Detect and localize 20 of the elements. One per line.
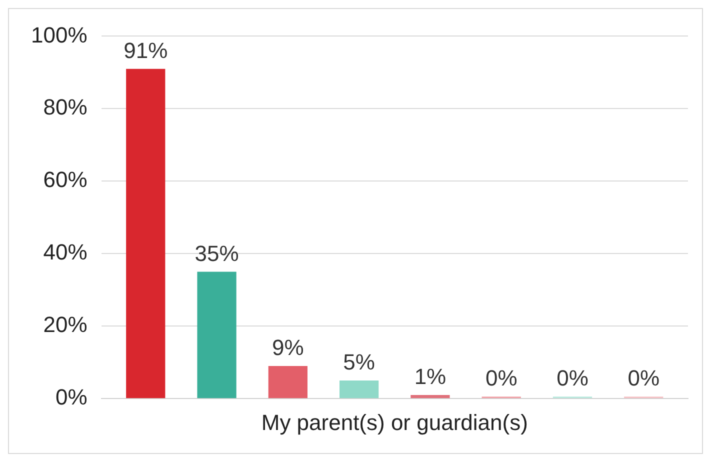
data-label: 1% xyxy=(414,364,446,390)
data-label: 35% xyxy=(194,240,239,266)
bar xyxy=(268,366,308,398)
y-tick-label: 80% xyxy=(43,94,88,120)
data-label: 9% xyxy=(272,335,304,360)
y-tick-label: 100% xyxy=(30,22,88,48)
data-label: 91% xyxy=(124,38,168,63)
data-label: 0% xyxy=(556,366,588,391)
bar xyxy=(410,394,450,398)
bar xyxy=(340,380,379,398)
data-label: 5% xyxy=(343,350,375,375)
x-tick-label: My parent(s) or guardian(s) xyxy=(261,410,528,435)
y-tick-label: 0% xyxy=(55,384,88,410)
data-label: 0% xyxy=(485,366,518,391)
bar xyxy=(197,272,236,398)
y-tick-label: 60% xyxy=(43,167,88,192)
bar xyxy=(126,68,166,398)
data-label: 0% xyxy=(628,366,660,391)
y-tick-label: 40% xyxy=(43,240,88,265)
y-tick-label: 20% xyxy=(43,312,88,338)
